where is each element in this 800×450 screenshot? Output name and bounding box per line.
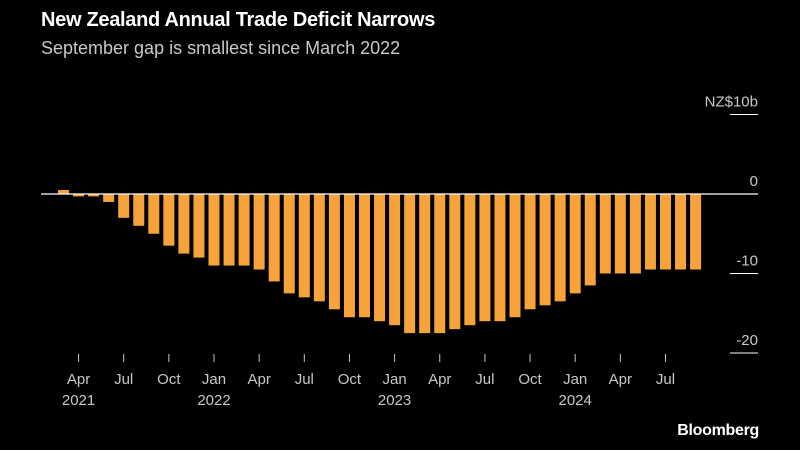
- x-tick-label: Oct: [157, 371, 181, 388]
- bar: [103, 194, 115, 202]
- bar: [675, 194, 687, 270]
- x-tick-label: Jul: [656, 371, 675, 388]
- bar: [599, 194, 611, 274]
- y-tick-label: NZ$10b: [705, 94, 758, 111]
- x-tick-label: Apr: [609, 371, 632, 388]
- source-label: Bloomberg: [677, 422, 759, 439]
- x-tick-label: Jan: [563, 371, 587, 388]
- bar: [253, 194, 265, 270]
- x-year-label: 2023: [378, 392, 411, 409]
- x-year-label: 2024: [559, 392, 592, 409]
- bar: [494, 194, 506, 322]
- x-tick-label: Apr: [428, 371, 451, 388]
- x-tick-label: Oct: [518, 371, 542, 388]
- bar: [660, 194, 671, 270]
- bar: [690, 194, 702, 270]
- bar: [524, 194, 536, 310]
- x-tick-label: Jul: [295, 371, 314, 388]
- x-tick-label: Jan: [202, 371, 226, 388]
- bar: [389, 194, 401, 326]
- bar: [73, 194, 85, 197]
- bar: [133, 194, 145, 226]
- bar: [118, 194, 130, 218]
- bars: [58, 190, 702, 334]
- x-tick-label: Jan: [383, 371, 407, 388]
- bar: [298, 194, 310, 298]
- bar: [614, 194, 626, 274]
- y-axis: NZ$10b 0 -10 -20: [705, 94, 758, 354]
- chart-title: New Zealand Annual Trade Deficit Narrows: [41, 9, 436, 31]
- x-tick-label: Apr: [247, 371, 270, 388]
- bar: [268, 194, 280, 282]
- bar: [539, 194, 551, 306]
- bar: [178, 194, 190, 254]
- bar: [343, 194, 355, 318]
- y-tick-label: 0: [750, 173, 758, 190]
- bar: [328, 194, 340, 310]
- bar: [419, 194, 431, 334]
- bar: [359, 194, 370, 318]
- x-year-label: 2021: [62, 392, 95, 409]
- bar: [644, 194, 656, 270]
- bar: [88, 194, 100, 197]
- y-tick-label: -20: [736, 332, 758, 349]
- bar: [629, 194, 641, 274]
- bar: [509, 194, 521, 318]
- bar: [479, 194, 491, 322]
- bar: [434, 194, 446, 334]
- bar: [464, 194, 476, 326]
- bar: [238, 194, 250, 266]
- bar: [58, 190, 69, 194]
- bar: [584, 194, 596, 286]
- bar: [554, 194, 566, 302]
- y-tick-label: -10: [736, 253, 758, 270]
- bar: [148, 194, 160, 234]
- x-tick-label: Jul: [114, 371, 133, 388]
- chart-subtitle: September gap is smallest since March 20…: [41, 38, 401, 58]
- bar: [283, 194, 295, 294]
- bar: [208, 194, 220, 266]
- x-tick-label: Oct: [338, 371, 362, 388]
- bar: [404, 194, 416, 334]
- bar: [223, 194, 235, 266]
- bar: [163, 194, 175, 246]
- x-tick-label: Jul: [475, 371, 494, 388]
- x-axis: Apr 2021 Jul Oct Jan 2022 Apr Jul Oct Jan 2023 Apr J…: [62, 354, 675, 409]
- bar: [313, 194, 325, 302]
- x-tick-label: Apr: [67, 371, 90, 388]
- bar: [569, 194, 581, 294]
- bar: [374, 194, 386, 322]
- x-year-label: 2022: [197, 392, 230, 409]
- bar: [449, 194, 461, 330]
- bar: [193, 194, 205, 258]
